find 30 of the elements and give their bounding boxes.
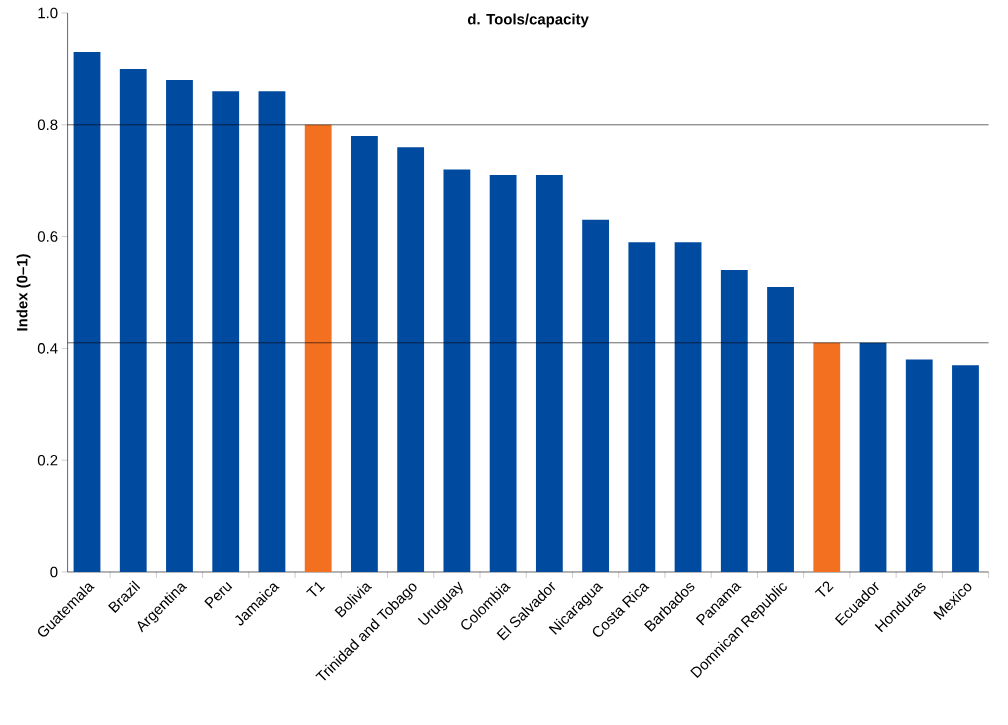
- x-tick-label: T2: [814, 581, 834, 597]
- bar: [73, 52, 101, 572]
- bar: [535, 175, 563, 572]
- bar: [720, 270, 748, 572]
- bar: [489, 175, 517, 572]
- bar: [905, 359, 933, 572]
- bar: [952, 365, 979, 572]
- y-tick-label: 0: [50, 566, 58, 578]
- bar: [767, 286, 794, 572]
- bar: [397, 147, 425, 572]
- bar: [304, 124, 332, 572]
- bar: [628, 242, 656, 572]
- y-tick-label: 0.4: [37, 343, 58, 354]
- bar: [443, 169, 471, 572]
- x-tick-label: T1: [306, 581, 325, 597]
- bar: [859, 342, 887, 572]
- bar: [351, 135, 378, 572]
- chart-title: d. Tools/capacity: [467, 13, 589, 28]
- y-tick-label: 0.2: [37, 454, 58, 466]
- bar: [674, 242, 702, 572]
- y-axis-title: Index (0–1): [16, 254, 31, 331]
- bar: [119, 68, 147, 572]
- y-tick-label: 0.8: [37, 119, 58, 131]
- bar: [166, 80, 193, 572]
- bar: [212, 91, 240, 572]
- y-tick-label: 0.6: [37, 231, 58, 242]
- bar: [258, 91, 286, 572]
- bar: [813, 342, 841, 572]
- bar: [582, 219, 609, 572]
- y-tick-label: 1.0: [38, 7, 58, 19]
